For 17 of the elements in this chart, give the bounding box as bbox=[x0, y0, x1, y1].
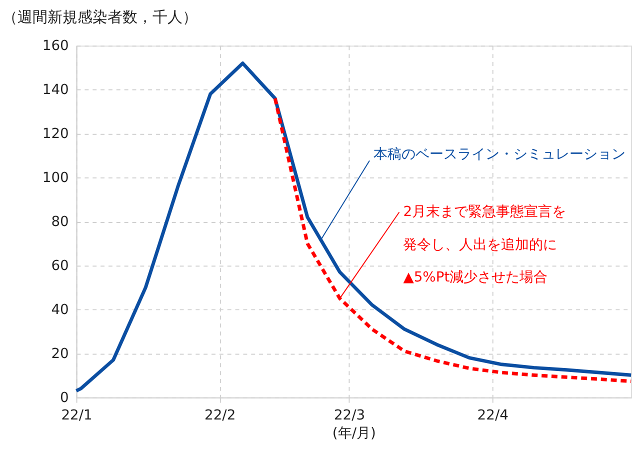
x-tick-label: 22/4 bbox=[477, 408, 509, 424]
y-tick-label: 60 bbox=[51, 258, 69, 274]
y-tick-label: 140 bbox=[42, 82, 69, 98]
annotation: 2月末まで緊急事態宣言を発令し、人出を追加的に▲5%Pt減少させた場合 bbox=[403, 204, 566, 286]
y-tick-label: 160 bbox=[42, 38, 69, 54]
y-tick-label: 40 bbox=[51, 302, 69, 318]
x-tick-label: 22/1 bbox=[61, 408, 92, 424]
y-tick-label: 100 bbox=[42, 170, 69, 186]
chart-title: （週間新規感染者数，千人） bbox=[2, 8, 198, 26]
y-tick-label: 0 bbox=[60, 390, 69, 406]
y-tick-label: 120 bbox=[42, 126, 69, 142]
y-tick-label: 20 bbox=[51, 346, 69, 362]
x-axis-title: (年/月) bbox=[332, 425, 376, 442]
annotation: 本稿のベースライン・シミュレーション bbox=[373, 146, 626, 163]
x-tick-label: 22/2 bbox=[204, 408, 236, 424]
y-tick-label: 80 bbox=[51, 214, 69, 230]
x-tick-label: 22/3 bbox=[334, 408, 366, 424]
